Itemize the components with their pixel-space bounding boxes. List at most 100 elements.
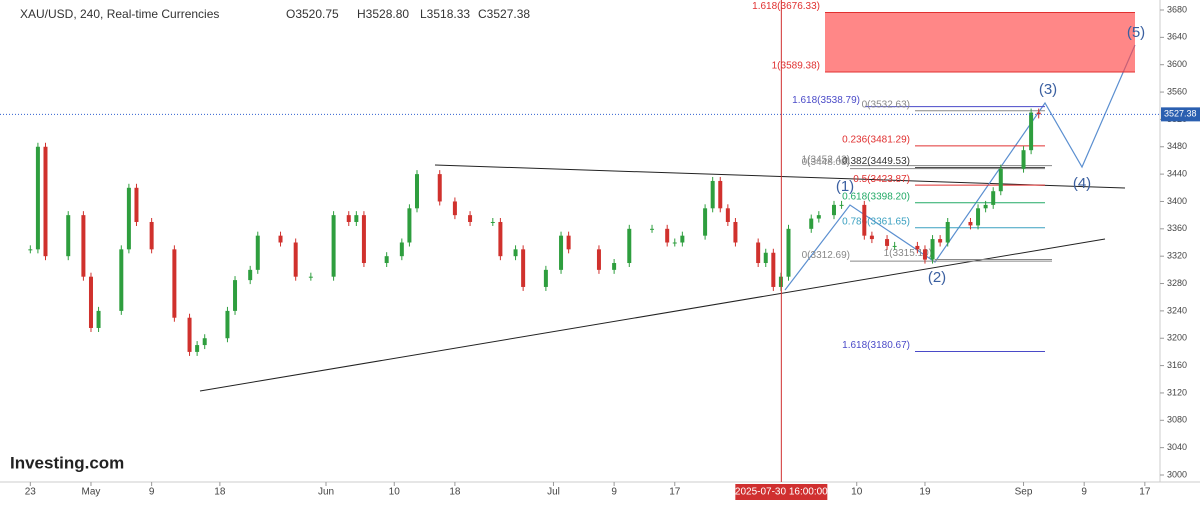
wave-label: (1) bbox=[836, 178, 854, 195]
x-tick-label: 18 bbox=[449, 487, 461, 498]
y-tick-label: 3080 bbox=[1167, 415, 1187, 425]
candle-body bbox=[922, 249, 927, 260]
candle-body bbox=[710, 180, 715, 209]
candle-body bbox=[195, 345, 200, 352]
candle-body bbox=[938, 239, 943, 243]
candle-body bbox=[513, 249, 518, 257]
candle-body bbox=[293, 242, 298, 277]
y-tick-label: 3000 bbox=[1167, 469, 1187, 479]
candle-body bbox=[543, 269, 548, 287]
candle-body bbox=[81, 215, 86, 277]
x-tick-label: 10 bbox=[389, 487, 401, 498]
candle-body bbox=[1021, 150, 1026, 169]
fib-label: 1.618(3538.79) bbox=[792, 95, 860, 106]
candle-body bbox=[437, 174, 442, 202]
crosshair-tag bbox=[735, 484, 828, 500]
x-tick-label: 9 bbox=[611, 487, 617, 498]
wave-path bbox=[784, 44, 1136, 291]
y-tick-label: 3440 bbox=[1167, 168, 1187, 178]
candle-body bbox=[233, 280, 238, 311]
fib-label: 1(3315.10) bbox=[884, 248, 932, 259]
x-tick-label: 9 bbox=[149, 487, 155, 498]
candle-body bbox=[331, 215, 336, 277]
x-tick-label: 17 bbox=[1139, 487, 1151, 498]
wave-label: (3) bbox=[1039, 81, 1057, 98]
candle-body bbox=[354, 215, 359, 222]
candle-body bbox=[498, 221, 503, 257]
y-tick-label: 3600 bbox=[1167, 59, 1187, 69]
y-tick-label: 3560 bbox=[1167, 86, 1187, 96]
candle-body bbox=[414, 174, 419, 209]
logo: Investing.com bbox=[10, 453, 124, 472]
candle-body bbox=[278, 235, 283, 243]
candle-body bbox=[786, 228, 791, 277]
candle-body bbox=[733, 221, 738, 243]
y-tick-label: 3160 bbox=[1167, 360, 1187, 370]
candle-body bbox=[627, 228, 632, 264]
candle-body bbox=[255, 235, 260, 270]
y-tick-label: 3200 bbox=[1167, 333, 1187, 343]
y-tick-label: 3120 bbox=[1167, 387, 1187, 397]
candle-body bbox=[718, 180, 723, 209]
fib-label: 0(3532.63) bbox=[862, 99, 910, 110]
candle-body bbox=[816, 215, 821, 219]
fib-label: 0.786(3361.65) bbox=[842, 216, 910, 227]
candle-body bbox=[612, 263, 617, 270]
fib-label: 1(3452.43) bbox=[802, 154, 850, 165]
candle-body bbox=[991, 191, 996, 205]
candle-body bbox=[945, 221, 950, 243]
trendline bbox=[199, 238, 1106, 392]
y-tick-label: 3400 bbox=[1167, 196, 1187, 206]
candle-body bbox=[126, 187, 131, 250]
target-zone bbox=[825, 12, 1135, 72]
wave-label: (2) bbox=[928, 269, 946, 286]
candle-body bbox=[756, 242, 761, 264]
candle-body bbox=[88, 276, 93, 328]
fib-label: 0(3312.69) bbox=[802, 250, 850, 261]
y-tick-label: 3360 bbox=[1167, 223, 1187, 233]
x-tick-label: 9 bbox=[1081, 487, 1087, 498]
candle-body bbox=[809, 218, 814, 229]
candle-body bbox=[43, 146, 48, 257]
x-tick-label: 10 bbox=[851, 487, 863, 498]
fib-label: 0(3448.08) bbox=[802, 157, 850, 168]
y-tick-label: 3040 bbox=[1167, 442, 1187, 452]
x-tick-label: 18 bbox=[214, 487, 226, 498]
candle-body bbox=[566, 235, 571, 250]
candle-body bbox=[399, 242, 404, 257]
candle-body bbox=[665, 228, 670, 243]
fib-label: 0.236(3481.29) bbox=[842, 135, 910, 146]
candle-body bbox=[983, 204, 988, 209]
fib-label: 1.618(3180.67) bbox=[842, 340, 910, 351]
candle-body bbox=[28, 249, 33, 251]
x-tick-label: Jul bbox=[547, 487, 560, 498]
candle-body bbox=[725, 208, 730, 222]
candle-body bbox=[225, 310, 230, 339]
candle-body bbox=[892, 245, 897, 247]
fib-label: 1.618(3676.33) bbox=[752, 1, 820, 12]
last-price-label: 3527.38 bbox=[1164, 109, 1197, 119]
x-tick-label: 19 bbox=[919, 487, 931, 498]
candle-body bbox=[452, 201, 457, 216]
candle-body bbox=[346, 215, 351, 222]
candle-body bbox=[915, 245, 920, 250]
candle-body bbox=[35, 146, 40, 250]
fib-label: 0.618(3398.20) bbox=[842, 191, 910, 202]
candle-body bbox=[407, 208, 412, 243]
candle-body bbox=[703, 208, 708, 236]
candle-body bbox=[771, 252, 776, 287]
last-price-tag bbox=[1161, 107, 1200, 122]
candle-body bbox=[885, 239, 890, 246]
candle-body bbox=[149, 221, 154, 250]
candle-body bbox=[869, 235, 874, 240]
candle-body bbox=[66, 215, 71, 257]
candle-body bbox=[763, 252, 768, 264]
candle-body bbox=[672, 242, 677, 244]
candle-body bbox=[968, 221, 973, 226]
candle-body bbox=[831, 204, 836, 216]
candle-body bbox=[559, 235, 564, 270]
candle-body bbox=[976, 208, 981, 226]
candle-body bbox=[596, 249, 601, 270]
x-tick-label: May bbox=[82, 487, 101, 498]
